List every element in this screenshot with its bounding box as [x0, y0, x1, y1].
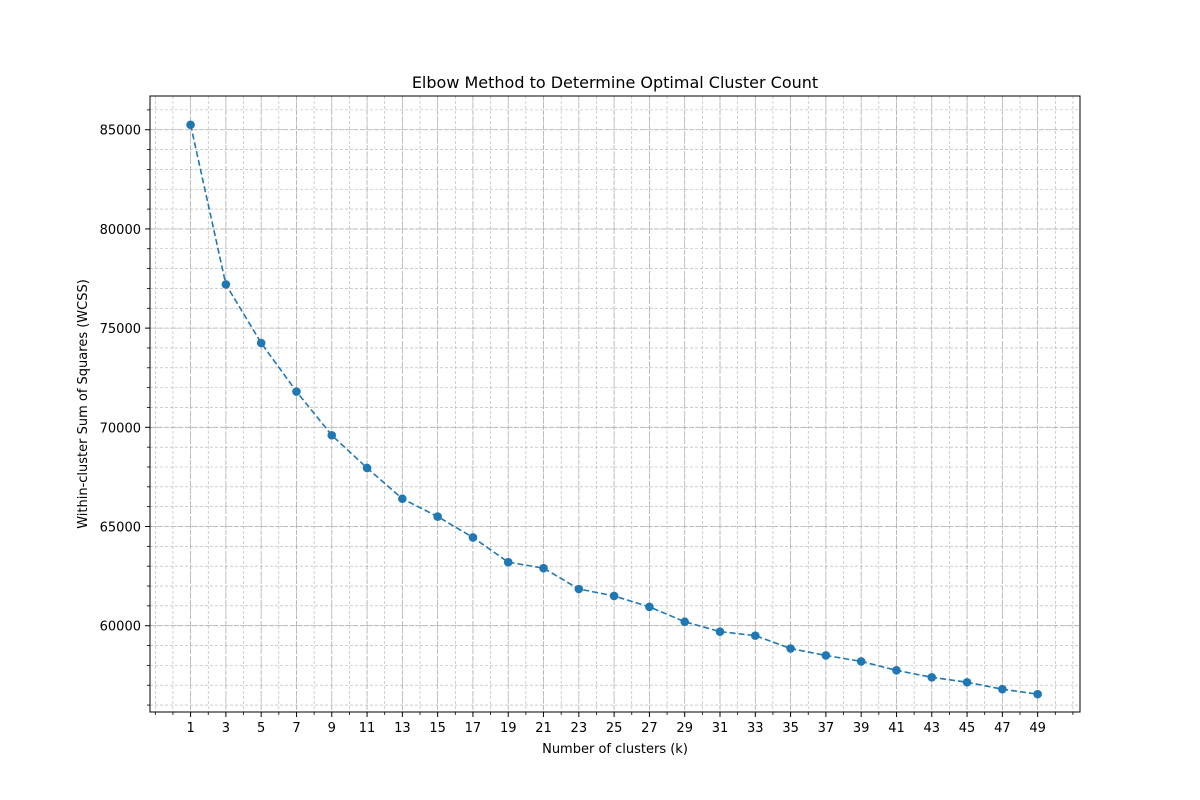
- x-tick-label: 31: [712, 721, 729, 736]
- data-point: [468, 533, 478, 542]
- tick-layer: 1 3 5 7 9 11 13 15 17 19 21 23 25 27 29 31 33 35 37 39 41 43 4…: [100, 109, 1074, 736]
- data-point: [645, 602, 654, 612]
- x-tick-label: 1: [186, 721, 194, 736]
- y-tick-label: 70000: [100, 421, 141, 436]
- x-tick-label: 41: [888, 721, 905, 736]
- grid-layer: [150, 96, 1080, 712]
- x-tick-label: 7: [292, 721, 300, 736]
- data-point: [786, 644, 795, 653]
- x-tick-label: 35: [782, 721, 799, 736]
- x-tick-label: 47: [994, 721, 1011, 736]
- data-point: [433, 512, 442, 521]
- x-tick-label: 33: [747, 721, 764, 736]
- x-tick-label: 25: [606, 721, 623, 736]
- data-point: [256, 338, 266, 348]
- x-tick-label: 49: [1029, 721, 1046, 736]
- x-tick-label: 19: [500, 721, 517, 736]
- data-point: [398, 494, 407, 504]
- x-tick-label: 3: [222, 721, 230, 736]
- data-point: [362, 463, 372, 473]
- data-point: [186, 120, 195, 130]
- x-tick-label: 43: [923, 721, 940, 736]
- y-axis-label: Within-cluster Sum of Squares (WCSS): [76, 279, 91, 529]
- y-tick-label: 60000: [100, 620, 141, 635]
- x-tick-label: 27: [641, 721, 658, 736]
- x-tick-label: 39: [853, 721, 870, 736]
- data-point: [1033, 689, 1042, 699]
- chart-title: Elbow Method to Determine Optimal Cluste…: [412, 73, 818, 92]
- data-point: [680, 617, 690, 627]
- data-point: [962, 677, 972, 687]
- data-point: [221, 280, 231, 289]
- series-layer: [186, 120, 1042, 699]
- x-tick-label: 5: [257, 721, 265, 736]
- data-point: [609, 591, 619, 601]
- x-tick-label: 17: [465, 721, 482, 736]
- x-tick-label: 37: [818, 721, 835, 736]
- data-point: [998, 684, 1007, 694]
- data-point: [539, 563, 548, 573]
- x-tick-label: 29: [676, 721, 693, 736]
- data-point: [927, 672, 937, 682]
- x-tick-label: 13: [394, 721, 411, 736]
- data-point: [574, 584, 584, 594]
- x-tick-label: 15: [429, 721, 446, 736]
- x-tick-label: 9: [328, 721, 336, 736]
- plot-frame: [149, 95, 1081, 713]
- data-point: [503, 557, 513, 567]
- y-tick-label: 80000: [100, 223, 141, 238]
- y-tick-label: 65000: [100, 521, 141, 536]
- data-point: [856, 657, 866, 666]
- data-point: [327, 430, 337, 440]
- x-tick-label: 21: [535, 721, 552, 736]
- data-point: [821, 651, 831, 660]
- data-point: [750, 631, 760, 640]
- y-tick-label: 85000: [100, 124, 141, 139]
- x-tick-label: 45: [959, 721, 976, 736]
- data-point: [892, 666, 901, 675]
- data-point: [292, 387, 301, 396]
- x-axis-label: Number of clusters (k): [542, 742, 688, 757]
- x-tick-label: 23: [571, 721, 588, 736]
- x-tick-label: 11: [359, 721, 376, 736]
- data-point: [715, 627, 725, 636]
- y-tick-label: 75000: [100, 322, 141, 337]
